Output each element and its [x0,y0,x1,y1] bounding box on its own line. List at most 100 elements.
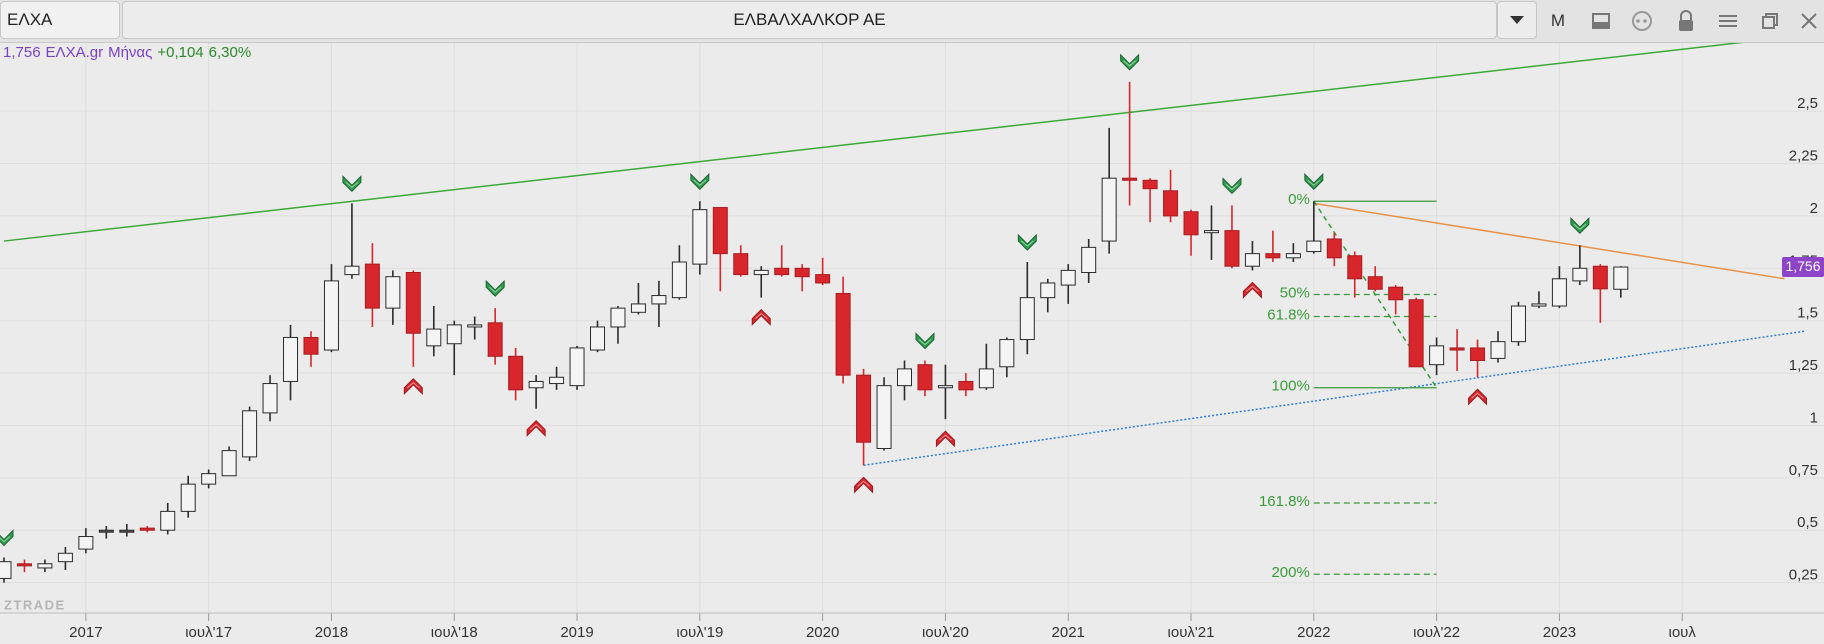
candle-body [1613,266,1629,290]
candle-body [98,529,114,533]
candle-body [1122,177,1138,181]
candle-body [978,368,994,389]
candle-body [1163,190,1179,217]
x-tick-label: ιουλ'22 [1413,624,1460,641]
candle-body [1326,238,1342,259]
up-marker-inner [345,181,359,188]
y-tick-label: 0,5 [1797,514,1818,531]
window-icon[interactable] [1592,13,1610,29]
fib-level-label: 0% [1288,191,1310,208]
y-tick-label: 2 [1810,200,1818,217]
candle-body [1183,211,1199,236]
x-tick-label: ιουλ'19 [676,624,723,641]
x-tick-label: 2020 [806,624,839,641]
x-tick-label: 2022 [1297,624,1330,641]
fib-level-label: 61.8% [1267,306,1310,323]
candle-body [692,209,708,265]
dropdown-button[interactable] [1497,1,1537,39]
candle-body [1265,253,1281,259]
candle-body [1592,265,1608,290]
up-marker-shape [1222,177,1242,195]
candle-body [835,292,851,376]
fib-level-label: 161.8% [1259,493,1310,510]
change-text: +0,104 [157,44,203,61]
down-marker [526,419,546,437]
candle-body [897,368,912,387]
down-marker-shape [751,308,771,326]
candle-body [446,324,462,345]
candle-body [57,552,73,563]
candle-body [1367,276,1383,290]
x-tick-label: ιουλ'21 [1168,624,1215,641]
down-marker-inner [939,434,952,441]
candle-body [242,410,258,458]
up-marker [915,332,935,350]
candle-body [1490,341,1506,359]
fib-level-label: 100% [1271,378,1309,395]
y-tick-label: 2,25 [1789,148,1818,165]
candle-body [385,276,401,309]
down-marker-shape [1468,388,1488,406]
change-pct-text: 6,30% [209,44,252,61]
candle-body [549,376,565,385]
x-tick-label: 2021 [1052,624,1085,641]
candle-body [1060,269,1076,286]
candle-body [201,473,217,485]
x-tick-label: ιουλ'17 [185,624,232,641]
up-marker [1017,233,1037,251]
down-marker-inner [1246,285,1259,292]
candle-body [508,355,524,391]
candle-body [16,563,32,567]
candle-body [487,322,503,357]
candle-body [1081,246,1097,273]
candle-body [1285,253,1301,259]
candle-body [1244,253,1260,267]
watermark: ZTRADE [4,597,66,612]
candle-body [1470,347,1486,362]
period-button[interactable]: M [1550,11,1566,30]
candle-body [467,324,483,328]
last-price-text: 1,756 [3,44,41,61]
up-marker-shape [1570,217,1590,234]
up-marker [342,175,362,193]
candle-body [78,536,94,550]
x-tick-label: 2023 [1543,624,1576,641]
candle-body [856,374,872,443]
candle-body [221,450,237,477]
candle-body [344,265,360,276]
down-marker [935,430,955,448]
menu-icon[interactable] [1719,15,1737,27]
up-marker-inner [0,536,11,543]
candle-body [1224,230,1240,267]
down-marker [403,378,423,395]
candle-body [528,380,544,389]
x-tick-label: ιουλ'20 [922,624,969,641]
comment-icon[interactable] [1632,11,1652,31]
symbol-input[interactable]: ΕΛΧΑ [0,1,120,39]
down-marker-inner [754,312,768,320]
trend-line [863,330,1806,467]
lock-icon[interactable] [1679,10,1693,31]
toolbar-icons [1592,10,1817,31]
instrument-text: ΕΛΧΑ.gr [46,44,104,61]
candle-body [1203,230,1219,234]
candle-body [917,364,933,391]
candle-body [1572,267,1588,282]
up-marker [1570,217,1590,234]
candle-body [262,383,278,414]
candle-body [0,561,12,579]
down-marker-inner [406,382,420,389]
candle-body [1306,240,1322,253]
candle-body [590,326,606,351]
close-icon[interactable] [1801,13,1817,29]
up-marker-shape [1017,233,1037,251]
up-marker [0,529,14,547]
candle-body [1101,177,1117,242]
candle-body [1449,347,1465,351]
down-marker-shape [403,378,423,395]
candle-body [1347,255,1363,280]
restore-icon[interactable] [1762,13,1778,29]
candle-body [1531,303,1547,307]
trend-line [1313,202,1785,280]
